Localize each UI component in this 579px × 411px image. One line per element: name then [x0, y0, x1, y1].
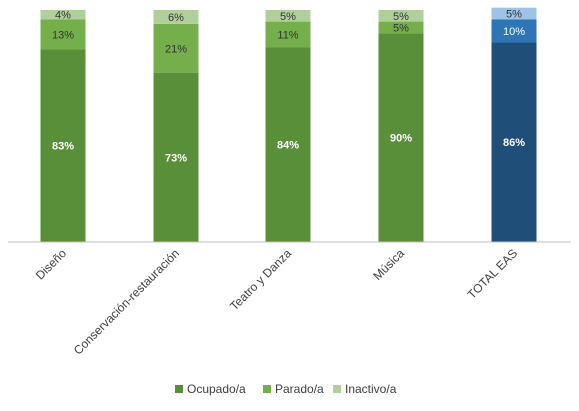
x-tick-labels: Diseño Conservación-restauración Teatro y … [33, 246, 520, 358]
bars-layer: 83%13%4%73%21%6%84%11%5%90%5%5%86%10%5% [40, 7, 537, 243]
bar-segment-parado-a-diseno [40, 19, 86, 50]
bar-segment-parado-a-musica [378, 21, 424, 34]
bar-segment-ocupado-a-conservacion-restauracion [153, 72, 199, 242]
data-label-ocupado-a-conservacion-restauracion: 73% [165, 152, 187, 164]
data-label-inactivo-a-teatro-y-danza: 5% [280, 11, 296, 23]
data-label-ocupado-a-musica: 90% [390, 133, 412, 145]
data-label-parado-a-diseno: 13% [52, 29, 74, 41]
bar-segment-ocupado-a-musica [378, 33, 424, 243]
bar-segment-inactivo-a-conservacion-restauracion [153, 10, 199, 24]
data-label-ocupado-a-total-eas: 86% [503, 137, 525, 149]
x-tick-label-musica: Música [370, 246, 407, 283]
data-label-ocupado-a-diseno: 83% [52, 141, 74, 153]
bar-segment-parado-a-conservacion-restauracion [153, 23, 199, 73]
bar-segment-inactivo-a-musica [378, 10, 424, 22]
legend-swatch-parado-a [263, 385, 271, 393]
bar-segment-parado-a-teatro-y-danza [265, 21, 311, 48]
x-tick-label-teatro-y-danza: Teatro y Danza [227, 246, 294, 313]
bar-segment-parado-a-total-eas [491, 19, 537, 43]
data-label-ocupado-a-teatro-y-danza: 84% [277, 140, 299, 152]
legend-label-parado-a: Parado/a [275, 382, 324, 396]
legend-label-ocupado-a: Ocupado/a [187, 382, 246, 396]
bar-segment-ocupado-a-teatro-y-danza [265, 47, 311, 243]
data-label-inactivo-a-total-eas: 5% [506, 8, 522, 20]
data-label-parado-a-musica: 5% [393, 22, 409, 34]
legend-swatch-inactivo-a [333, 385, 341, 393]
data-label-parado-a-total-eas: 10% [503, 26, 525, 38]
legend-label-inactivo-a: Inactivo/a [345, 382, 397, 396]
data-label-parado-a-teatro-y-danza: 11% [277, 29, 298, 41]
data-label-inactivo-a-diseno: 4% [55, 10, 71, 22]
x-tick-label-conservacion-restauracion: Conservación-restauración [71, 246, 182, 357]
data-label-inactivo-a-musica: 5% [393, 11, 409, 23]
data-label-inactivo-a-conservacion-restauracion: 6% [168, 12, 184, 24]
x-tick-label-total-eas: TOTAL EAS [465, 246, 520, 301]
legend-swatch-ocupado-a [175, 385, 183, 393]
bar-segment-inactivo-a-total-eas [491, 7, 537, 20]
bar-segment-ocupado-a-total-eas [491, 42, 537, 243]
legend: Ocupado/a Parado/a Inactivo/a [175, 382, 397, 396]
data-label-parado-a-conservacion-restauracion: 21% [165, 43, 187, 55]
bar-segment-inactivo-a-diseno [40, 10, 86, 20]
x-tick-label-diseno: Diseño [33, 246, 70, 283]
bar-segment-ocupado-a-diseno [40, 49, 86, 242]
bar-segment-inactivo-a-teatro-y-danza [265, 10, 311, 22]
